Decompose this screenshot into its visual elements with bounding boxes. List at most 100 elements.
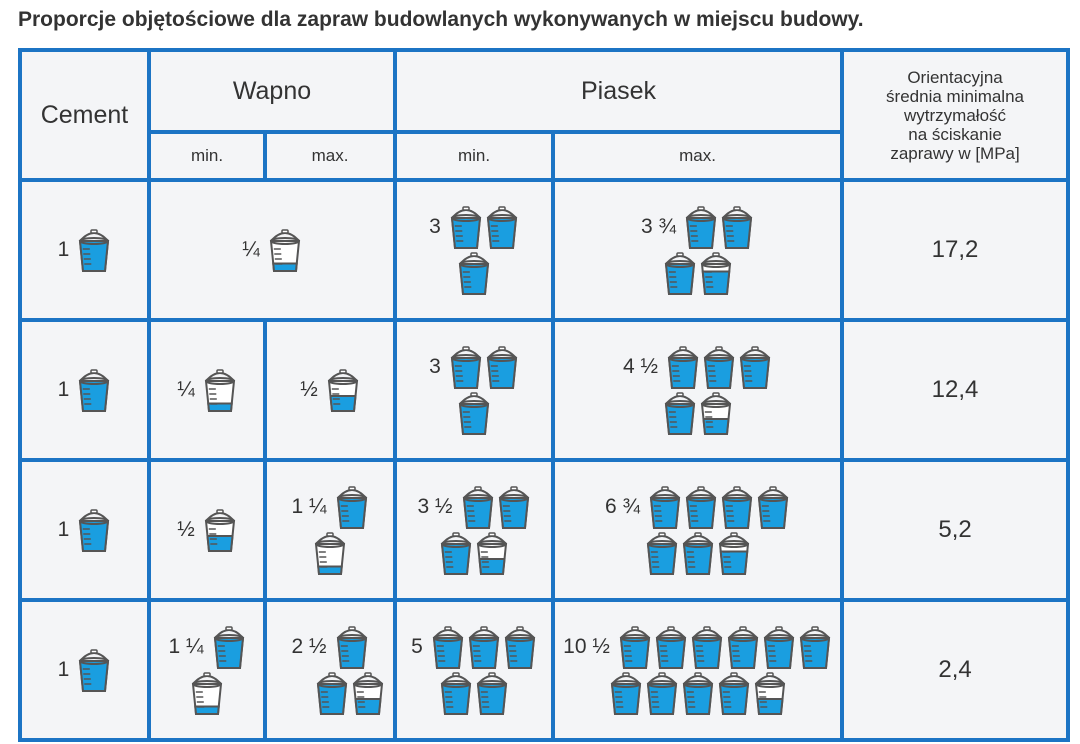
bucket-line (439, 670, 509, 716)
sand-max-cell: 3 ¾ (551, 178, 845, 322)
mortar-proportions-table: Cement Wapno Piasek Orientacyjna średnia… (18, 48, 1071, 742)
bucket-line (315, 670, 385, 716)
wapno-min-cell: 1 ¼ (147, 598, 267, 742)
table-row: 1 ¼ ½ 3 4 ½ 12,4 (18, 318, 1071, 462)
bucket-group: 1 ¼ (168, 624, 245, 716)
header-strength-line: średnia minimalna (886, 86, 1024, 106)
bucket-icon (336, 486, 367, 529)
header-strength-line: zaprawy w [MPa] (890, 143, 1020, 163)
bucket-icon (610, 672, 641, 715)
bucket-line: 1 (58, 507, 112, 553)
bucket-line (609, 670, 787, 716)
table-row: 1 1 ¼ 2 ½ 5 10 ½ 2,4 (18, 598, 1071, 742)
bucket-icon (476, 532, 508, 575)
quantity-label: 3 ½ (417, 495, 453, 518)
table-row: 1 ¼ 3 3 ¾ 17,2 (18, 178, 1071, 322)
wapno-min-cell: ½ (147, 458, 267, 602)
header-cement: Cement (18, 48, 151, 182)
wapno-max-cell: ½ (262, 318, 398, 462)
bucket-icon (458, 252, 490, 295)
quantity-label: 1 (57, 238, 70, 261)
page-title: Proporcje objętościowe dla zapraw budowl… (18, 8, 864, 31)
quantity-label: 1 ¼ (291, 495, 327, 518)
quantity-label: 1 (57, 378, 70, 401)
bucket-icon (754, 672, 785, 715)
bucket-icon (799, 626, 830, 669)
cement-cell: 1 (18, 598, 151, 742)
sand-max-cell: 10 ½ (551, 598, 845, 742)
bucket-icon (316, 672, 348, 715)
bucket-line (663, 390, 733, 436)
bucket-icon (498, 486, 529, 529)
bucket-group: 3 (429, 344, 519, 436)
bucket-icon (667, 346, 699, 389)
bucket-line: ½ (300, 367, 360, 413)
bucket-line (190, 670, 224, 716)
quantity-label: 3 (429, 355, 441, 378)
bucket-group: 4 ½ (623, 344, 772, 436)
bucket-icon (79, 229, 110, 272)
quantity-label: ½ (177, 518, 195, 541)
header-strength-line: Orientacyjna (907, 67, 1003, 87)
bucket-icon (327, 369, 358, 412)
bucket-icon (440, 532, 472, 575)
bucket-icon (450, 346, 481, 389)
bucket-group: 1 (58, 507, 112, 553)
quantity-label: 3 (429, 215, 441, 238)
header-wapno-max: max. (262, 130, 398, 182)
bucket-icon (664, 252, 695, 295)
bucket-icon (352, 672, 384, 715)
header-piasek-min: min. (393, 130, 556, 182)
bucket-line: 3 ½ (418, 484, 531, 530)
wapno-max-cell: 1 ¼ (262, 458, 398, 602)
bucket-icon (458, 392, 490, 435)
bucket-line (457, 390, 491, 436)
header-piasek-max: max. (551, 130, 845, 182)
bucket-group: 2 ½ (275, 624, 385, 716)
bucket-icon (727, 626, 758, 669)
bucket-group: 3 ½ (418, 484, 531, 576)
sand-min-cell: 5 (393, 598, 556, 742)
bucket-icon (79, 509, 110, 552)
sand-min-cell: 3 ½ (393, 458, 556, 602)
quantity-label: 1 (57, 518, 70, 541)
bucket-icon (213, 626, 244, 669)
bucket-group: 1 (58, 367, 112, 413)
bucket-icon (646, 672, 677, 715)
bucket-line: 6 ¾ (605, 484, 790, 530)
bucket-icon (682, 532, 713, 575)
bucket-group: ¼ (177, 367, 237, 413)
bucket-icon (763, 626, 794, 669)
bucket-icon (79, 369, 110, 412)
bucket-icon (703, 346, 735, 389)
header-piasek: Piasek (393, 48, 845, 134)
cement-cell: 1 (18, 458, 151, 602)
quantity-label: 2 ½ (291, 635, 327, 658)
bucket-line: 5 (411, 624, 537, 670)
bucket-icon (664, 392, 695, 435)
bucket-line: 1 (58, 367, 112, 413)
bucket-icon (486, 346, 517, 389)
bucket-group: ¼ (242, 227, 302, 273)
bucket-icon (269, 229, 300, 272)
bucket-group: 10 ½ (563, 624, 832, 716)
wapno-max-cell: 2 ½ (262, 598, 398, 742)
strength-value: 5,2 (840, 458, 1071, 602)
header-strength-line: wytrzymałość (904, 105, 1007, 125)
header-wapno-min: min. (147, 130, 267, 182)
bucket-icon (204, 509, 235, 552)
header-strength: Orientacyjna średnia minimalna wytrzymał… (840, 48, 1071, 182)
bucket-icon (682, 672, 713, 715)
quantity-label: 3 ¾ (641, 215, 677, 238)
bucket-icon (486, 206, 517, 249)
bucket-line: ¼ (242, 227, 302, 273)
wapno-cell: ¼ (146, 178, 398, 322)
quantity-label: ¼ (177, 378, 195, 401)
strength-value: 17,2 (840, 178, 1071, 322)
bucket-line: 3 (429, 204, 519, 250)
quantity-label: ½ (300, 378, 318, 401)
bucket-icon (440, 672, 472, 715)
table-row: 1 ½ 1 ¼ 3 ½ 6 ¾ 5,2 (18, 458, 1071, 602)
bucket-group: 1 ¼ (291, 484, 368, 576)
bucket-icon (476, 672, 508, 715)
